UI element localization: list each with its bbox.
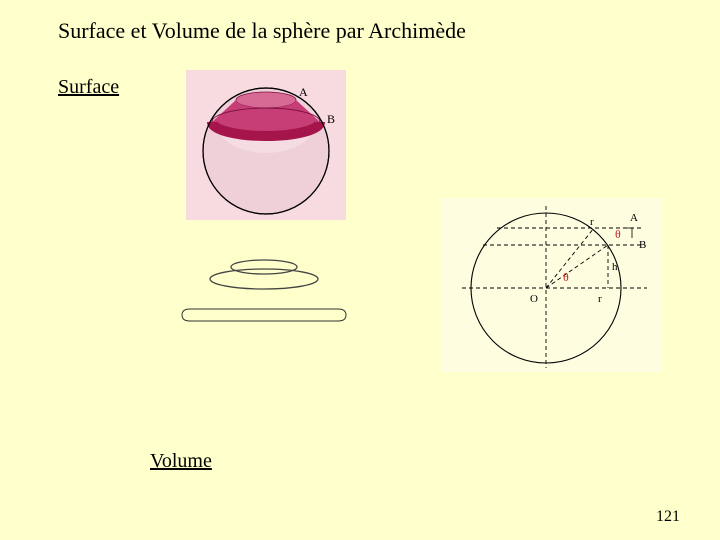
page-title: Surface et Volume de la sphère par Archi…: [58, 18, 466, 44]
surface-heading: Surface: [58, 76, 119, 99]
figure-unrolled-band: [176, 255, 352, 329]
figure-sphere-band: A B: [186, 70, 346, 220]
fig3-label-b: B: [639, 239, 646, 251]
fig1-label-a: A: [299, 85, 308, 99]
fig1-label-b: B: [327, 112, 335, 126]
fig3-label-a: A: [630, 212, 638, 224]
page-number: 121: [656, 508, 680, 526]
fig3-label-h: h: [612, 261, 618, 273]
fig3-label-r-bottom: r: [598, 293, 602, 305]
fig3-label-o: O: [530, 293, 538, 305]
svg-text:θ: θ: [615, 227, 621, 241]
fig3-label-r-top: r: [590, 216, 594, 228]
figure-cross-section: θ θ A B r r h O: [442, 198, 662, 372]
volume-heading: Volume: [150, 450, 212, 473]
svg-text:θ: θ: [563, 270, 569, 284]
